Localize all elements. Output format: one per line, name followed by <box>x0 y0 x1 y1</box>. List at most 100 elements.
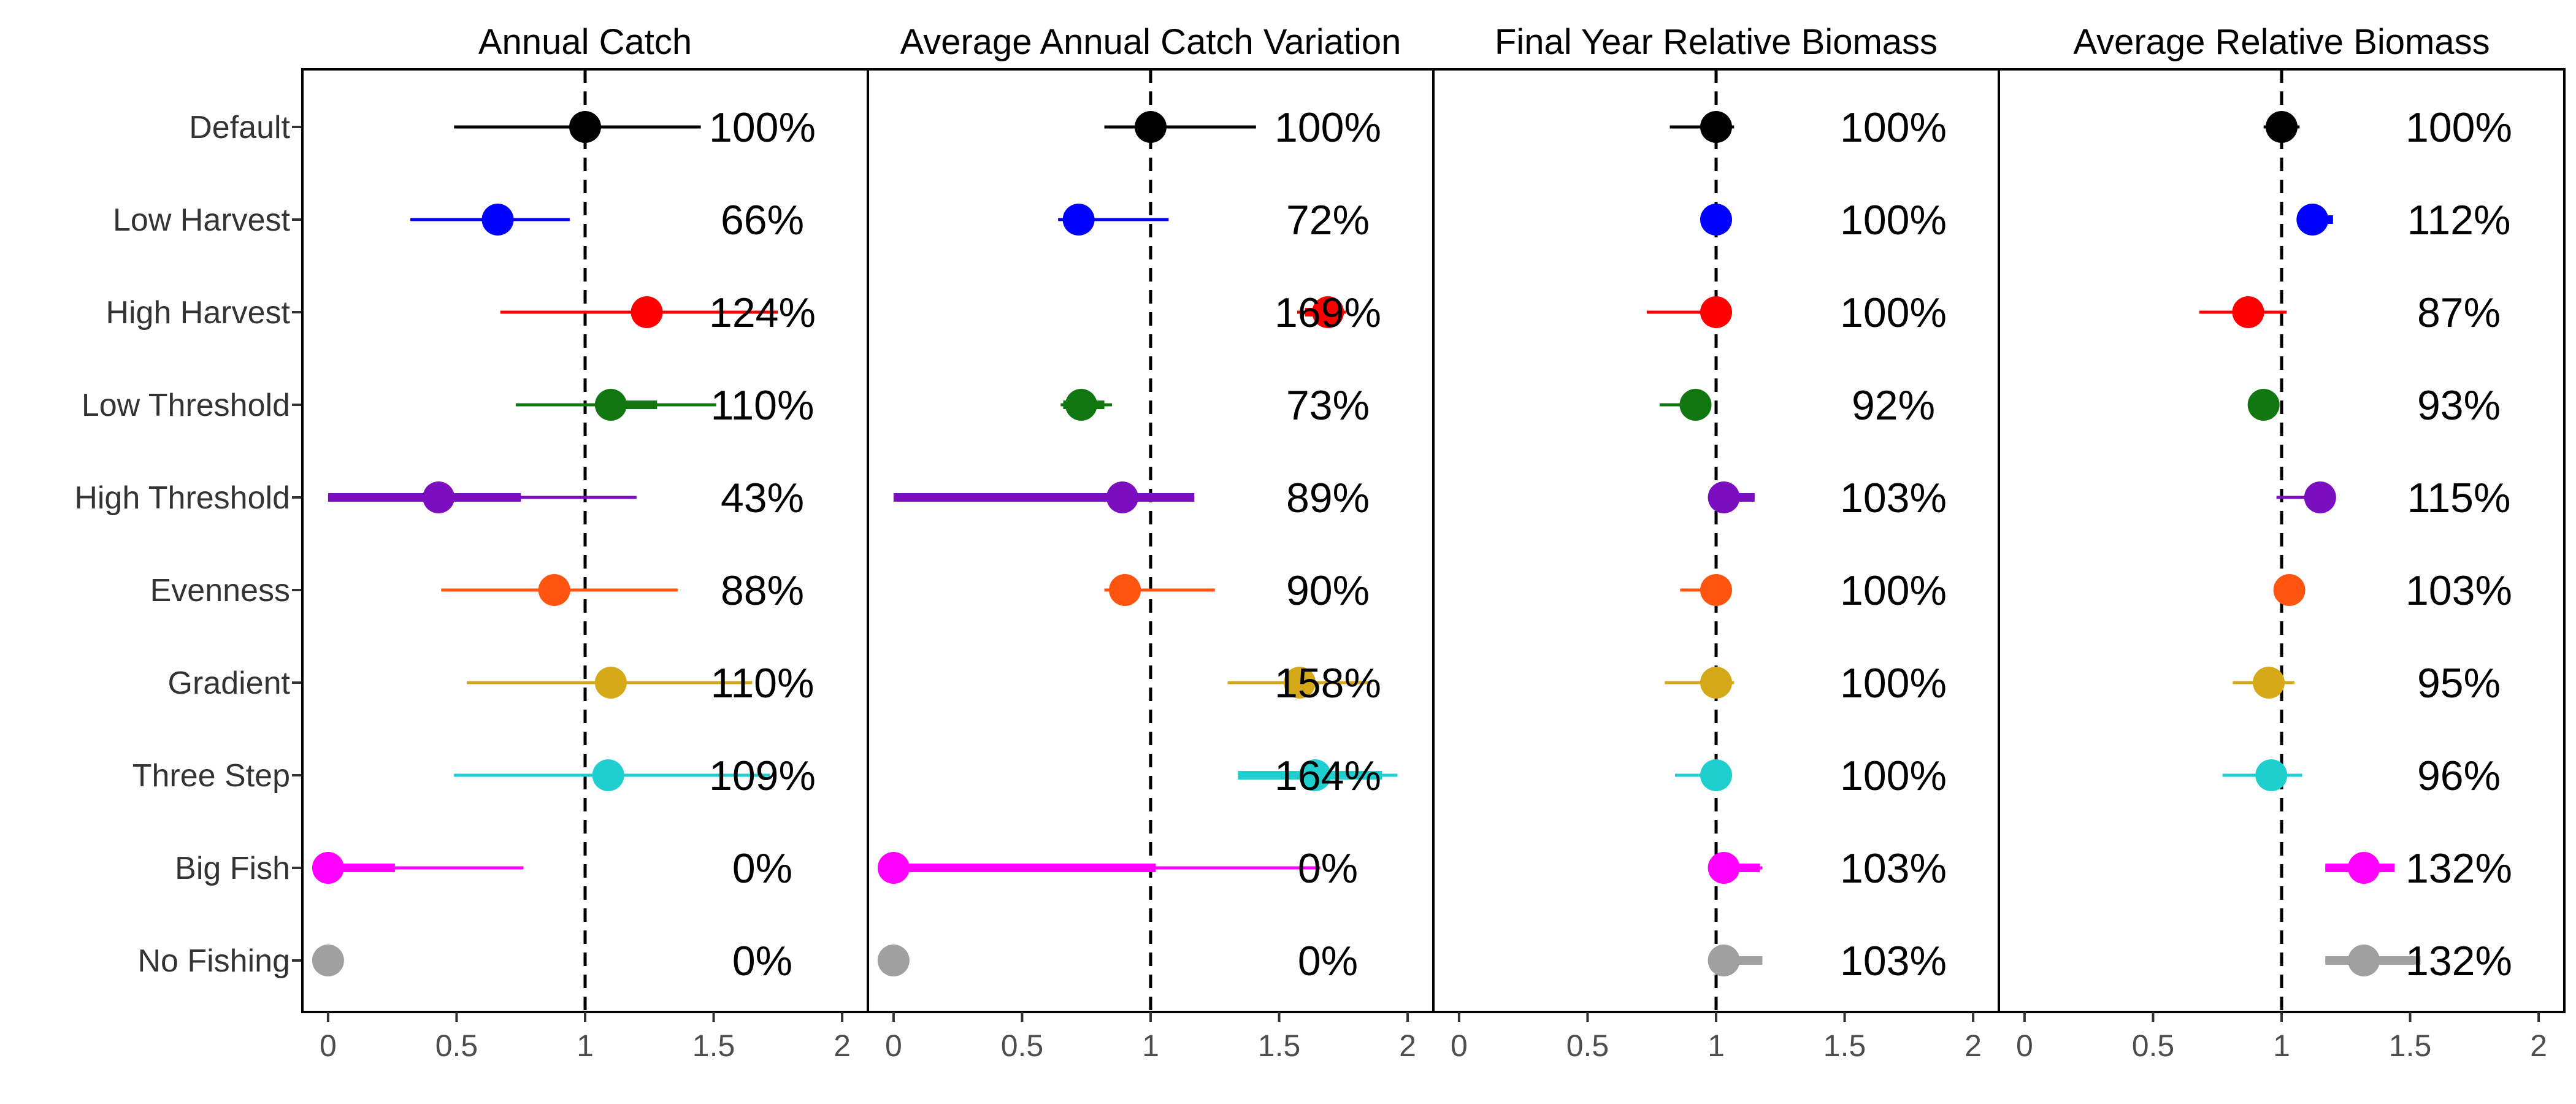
percent-label: 103% <box>1840 845 1947 892</box>
percent-label: 110% <box>711 660 815 707</box>
point-estimate <box>594 389 627 421</box>
row-label: High Harvest <box>105 295 290 331</box>
row-label: Default <box>189 110 290 145</box>
panel-title: Final Year Relative Biomass <box>1495 22 1938 62</box>
percent-label: 100% <box>1840 753 1947 799</box>
percent-label: 43% <box>721 475 804 521</box>
point-estimate <box>594 667 627 699</box>
point-estimate <box>1135 111 1167 143</box>
percent-label: 100% <box>1840 104 1947 151</box>
point-estimate <box>538 574 570 606</box>
point-estimate <box>631 296 663 328</box>
point-estimate <box>1106 481 1138 513</box>
percent-label: 89% <box>1286 475 1370 521</box>
percent-label: 66% <box>721 197 804 243</box>
x-tick-label: 0.5 <box>2132 1029 2175 1063</box>
percent-label: 92% <box>1852 382 1935 429</box>
point-estimate <box>1299 759 1332 791</box>
percent-label: 0% <box>732 845 792 892</box>
point-estimate <box>1700 111 1732 143</box>
point-estimate <box>1312 296 1344 328</box>
row-label: High Threshold <box>74 480 290 516</box>
point-estimate <box>1708 945 1740 976</box>
row-label: Three Step <box>132 758 290 794</box>
percent-label: 100% <box>1840 660 1947 707</box>
point-estimate <box>2266 111 2298 143</box>
row-label: Big Fish <box>175 851 290 886</box>
point-estimate <box>2296 204 2329 236</box>
percent-label: 100% <box>1840 289 1947 336</box>
percent-label: 100% <box>1840 197 1947 243</box>
point-estimate <box>1700 759 1732 791</box>
x-tick-label: 0 <box>1451 1029 1468 1063</box>
point-estimate <box>1284 667 1316 699</box>
point-estimate <box>1109 574 1141 606</box>
point-estimate <box>569 111 601 143</box>
point-estimate <box>2273 574 2306 606</box>
row-label: No Fishing <box>137 943 290 979</box>
x-tick-label: 0.5 <box>435 1029 478 1063</box>
panel-title: Annual Catch <box>478 22 692 62</box>
x-tick-label: 2 <box>1399 1029 1416 1063</box>
point-estimate <box>1700 574 1732 606</box>
x-tick-label: 1.5 <box>692 1029 735 1063</box>
x-tick-label: 0 <box>885 1029 902 1063</box>
percent-label: 0% <box>732 938 792 984</box>
point-estimate <box>1708 852 1740 884</box>
x-tick-label: 2 <box>2530 1029 2547 1063</box>
percent-label: 90% <box>1286 567 1370 614</box>
percent-label: 132% <box>2405 938 2512 984</box>
row-label: Low Threshold <box>82 388 290 423</box>
x-tick-label: 1.5 <box>2389 1029 2432 1063</box>
point-estimate <box>2232 296 2264 328</box>
x-tick-label: 1 <box>1142 1029 1159 1063</box>
point-estimate <box>1700 204 1732 236</box>
x-tick-label: 0 <box>320 1029 337 1063</box>
percent-label: 158% <box>1275 660 1381 707</box>
percent-label: 96% <box>2417 753 2501 799</box>
percent-label: 115% <box>2407 475 2511 521</box>
x-tick-label: 1 <box>1708 1029 1725 1063</box>
percent-label: 124% <box>709 289 816 336</box>
point-estimate <box>877 945 910 976</box>
percent-label: 103% <box>1840 938 1947 984</box>
percent-label: 88% <box>721 567 804 614</box>
point-estimate <box>423 481 455 513</box>
panel-title: Average Annual Catch Variation <box>900 22 1401 62</box>
point-estimate <box>2247 389 2280 421</box>
percent-label: 132% <box>2405 845 2512 892</box>
point-estimate <box>312 852 344 884</box>
row-label: Gradient <box>168 665 291 701</box>
x-tick-label: 2 <box>1965 1029 1982 1063</box>
percent-label: 87% <box>2417 289 2501 336</box>
point-estimate <box>312 945 344 976</box>
percent-label: 73% <box>1286 382 1370 429</box>
percent-label: 0% <box>1298 938 1358 984</box>
x-tick-label: 1 <box>577 1029 594 1063</box>
point-estimate <box>1700 296 1732 328</box>
point-estimate <box>592 759 624 791</box>
point-estimate <box>2304 481 2336 513</box>
percent-label: 100% <box>1275 104 1381 151</box>
row-label: Evenness <box>150 573 290 608</box>
row-label: Low Harvest <box>113 202 291 238</box>
percent-label: 103% <box>2405 567 2512 614</box>
point-estimate <box>1062 204 1095 236</box>
point-estimate <box>2255 759 2288 791</box>
x-tick-label: 1.5 <box>1823 1029 1866 1063</box>
percent-label: 72% <box>1286 197 1370 243</box>
point-estimate <box>2348 945 2380 976</box>
percent-label: 103% <box>1840 475 1947 521</box>
x-tick-label: 0.5 <box>1001 1029 1044 1063</box>
percent-label: 164% <box>1275 753 1381 799</box>
point-estimate <box>481 204 514 236</box>
percent-label: 169% <box>1275 289 1381 336</box>
percent-label: 100% <box>2405 104 2512 151</box>
point-estimate <box>1700 667 1732 699</box>
x-tick-label: 1.5 <box>1258 1029 1301 1063</box>
percent-label: 100% <box>1840 567 1947 614</box>
percent-label: 109% <box>709 753 816 799</box>
point-estimate <box>2253 667 2285 699</box>
point-estimate <box>877 852 910 884</box>
